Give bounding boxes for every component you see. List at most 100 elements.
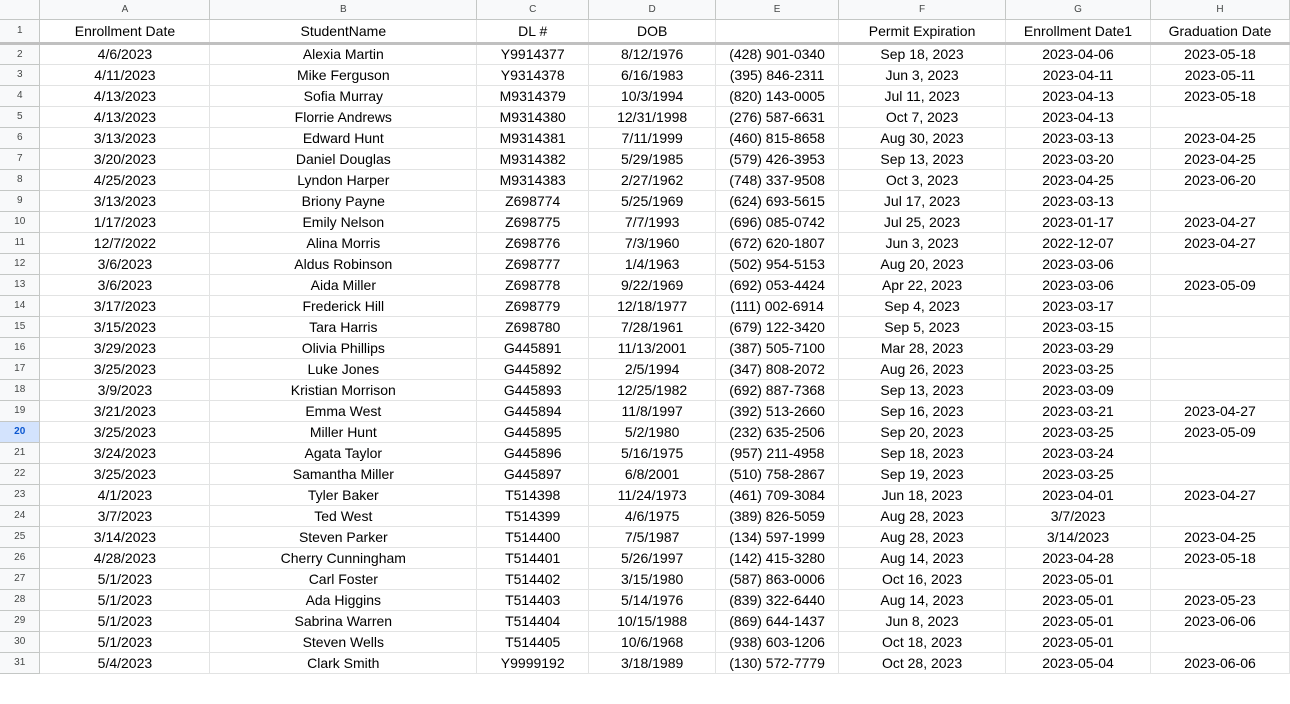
cell-a[interactable]: 3/15/2023 xyxy=(39,316,211,338)
column-header-a[interactable]: A xyxy=(39,0,211,20)
cell-h[interactable] xyxy=(1150,631,1290,653)
cell-g[interactable]: 2023-03-29 xyxy=(1005,337,1151,359)
cell-e[interactable]: (387) 505-7100 xyxy=(715,337,840,359)
cell-c[interactable]: T514404 xyxy=(476,610,590,632)
cell-a[interactable]: 3/6/2023 xyxy=(39,274,211,296)
cell-d[interactable]: 6/16/1983 xyxy=(588,64,717,86)
cell-b[interactable]: Mike Ferguson xyxy=(209,64,478,86)
header-cell-a[interactable]: Enrollment Date xyxy=(39,19,211,45)
cell-e[interactable]: (134) 597-1999 xyxy=(715,526,840,548)
cell-f[interactable]: Oct 7, 2023 xyxy=(838,106,1007,128)
cell-c[interactable]: G445893 xyxy=(476,379,590,401)
cell-d[interactable]: 5/2/1980 xyxy=(588,421,717,443)
cell-a[interactable]: 3/7/2023 xyxy=(39,505,211,527)
row-number[interactable]: 3 xyxy=(0,64,41,86)
header-cell-c[interactable]: DL # xyxy=(476,19,590,45)
cell-g[interactable]: 2023-03-13 xyxy=(1005,127,1151,149)
cell-f[interactable]: Mar 28, 2023 xyxy=(838,337,1007,359)
cell-g[interactable]: 2023-03-17 xyxy=(1005,295,1151,317)
cell-e[interactable]: (957) 211-4958 xyxy=(715,442,840,464)
cell-c[interactable]: G445897 xyxy=(476,463,590,485)
header-cell-h[interactable]: Graduation Date xyxy=(1150,19,1290,45)
cell-h[interactable]: 2023-05-18 xyxy=(1150,85,1290,107)
cell-h[interactable]: 2023-06-20 xyxy=(1150,169,1290,191)
cell-a[interactable]: 3/13/2023 xyxy=(39,127,211,149)
header-cell-f[interactable]: Permit Expiration xyxy=(838,19,1007,45)
cell-d[interactable]: 3/15/1980 xyxy=(588,568,717,590)
cell-g[interactable]: 2023-04-06 xyxy=(1005,43,1151,65)
cell-e[interactable]: (672) 620-1807 xyxy=(715,232,840,254)
cell-e[interactable]: (347) 808-2072 xyxy=(715,358,840,380)
cell-h[interactable] xyxy=(1150,505,1290,527)
row-number[interactable]: 21 xyxy=(0,442,41,464)
cell-c[interactable]: Z698776 xyxy=(476,232,590,254)
cell-c[interactable]: T514400 xyxy=(476,526,590,548)
cell-h[interactable] xyxy=(1150,379,1290,401)
cell-h[interactable]: 2023-05-09 xyxy=(1150,274,1290,296)
cell-d[interactable]: 7/28/1961 xyxy=(588,316,717,338)
cell-d[interactable]: 7/3/1960 xyxy=(588,232,717,254)
cell-b[interactable]: Sabrina Warren xyxy=(209,610,478,632)
cell-h[interactable] xyxy=(1150,568,1290,590)
row-number[interactable]: 25 xyxy=(0,526,41,548)
cell-d[interactable]: 10/3/1994 xyxy=(588,85,717,107)
row-number[interactable]: 14 xyxy=(0,295,41,317)
cell-h[interactable] xyxy=(1150,337,1290,359)
cell-h[interactable] xyxy=(1150,316,1290,338)
cell-e[interactable]: (579) 426-3953 xyxy=(715,148,840,170)
cell-g[interactable]: 2023-04-13 xyxy=(1005,106,1151,128)
cell-b[interactable]: Daniel Douglas xyxy=(209,148,478,170)
cell-g[interactable]: 2023-03-06 xyxy=(1005,274,1151,296)
row-number-header[interactable]: 1 xyxy=(0,19,41,45)
column-header-e[interactable]: E xyxy=(715,0,840,20)
cell-d[interactable]: 5/29/1985 xyxy=(588,148,717,170)
cell-f[interactable]: Aug 14, 2023 xyxy=(838,547,1007,569)
cell-a[interactable]: 4/13/2023 xyxy=(39,106,211,128)
cell-g[interactable]: 2023-05-01 xyxy=(1005,568,1151,590)
cell-a[interactable]: 3/21/2023 xyxy=(39,400,211,422)
cell-d[interactable]: 9/22/1969 xyxy=(588,274,717,296)
select-all-corner[interactable] xyxy=(0,0,41,20)
column-header-c[interactable]: C xyxy=(476,0,590,20)
cell-e[interactable]: (142) 415-3280 xyxy=(715,547,840,569)
cell-f[interactable]: Sep 13, 2023 xyxy=(838,148,1007,170)
row-number[interactable]: 8 xyxy=(0,169,41,191)
cell-d[interactable]: 5/25/1969 xyxy=(588,190,717,212)
cell-c[interactable]: M9314379 xyxy=(476,85,590,107)
cell-f[interactable]: Aug 30, 2023 xyxy=(838,127,1007,149)
cell-e[interactable]: (510) 758-2867 xyxy=(715,463,840,485)
column-header-g[interactable]: G xyxy=(1005,0,1151,20)
cell-c[interactable]: T514399 xyxy=(476,505,590,527)
cell-b[interactable]: Emily Nelson xyxy=(209,211,478,233)
cell-h[interactable]: 2023-05-11 xyxy=(1150,64,1290,86)
cell-d[interactable]: 12/25/1982 xyxy=(588,379,717,401)
row-number[interactable]: 28 xyxy=(0,589,41,611)
cell-a[interactable]: 5/1/2023 xyxy=(39,610,211,632)
cell-e[interactable]: (839) 322-6440 xyxy=(715,589,840,611)
cell-f[interactable]: Sep 18, 2023 xyxy=(838,442,1007,464)
cell-h[interactable] xyxy=(1150,442,1290,464)
cell-e[interactable]: (428) 901-0340 xyxy=(715,43,840,65)
cell-c[interactable]: Y9314378 xyxy=(476,64,590,86)
cell-g[interactable]: 2023-05-01 xyxy=(1005,610,1151,632)
cell-b[interactable]: Ted West xyxy=(209,505,478,527)
cell-g[interactable]: 3/7/2023 xyxy=(1005,505,1151,527)
cell-b[interactable]: Samantha Miller xyxy=(209,463,478,485)
cell-g[interactable]: 2023-03-25 xyxy=(1005,358,1151,380)
row-number[interactable]: 5 xyxy=(0,106,41,128)
cell-f[interactable]: Sep 20, 2023 xyxy=(838,421,1007,443)
cell-a[interactable]: 4/28/2023 xyxy=(39,547,211,569)
header-cell-d[interactable]: DOB xyxy=(588,19,717,45)
cell-e[interactable]: (938) 603-1206 xyxy=(715,631,840,653)
cell-g[interactable]: 2022-12-07 xyxy=(1005,232,1151,254)
column-header-b[interactable]: B xyxy=(209,0,478,20)
row-number[interactable]: 26 xyxy=(0,547,41,569)
cell-b[interactable]: Olivia Phillips xyxy=(209,337,478,359)
cell-h[interactable]: 2023-04-27 xyxy=(1150,232,1290,254)
cell-c[interactable]: G445894 xyxy=(476,400,590,422)
row-number[interactable]: 13 xyxy=(0,274,41,296)
column-header-d[interactable]: D xyxy=(588,0,717,20)
column-header-f[interactable]: F xyxy=(838,0,1007,20)
cell-c[interactable]: Z698779 xyxy=(476,295,590,317)
